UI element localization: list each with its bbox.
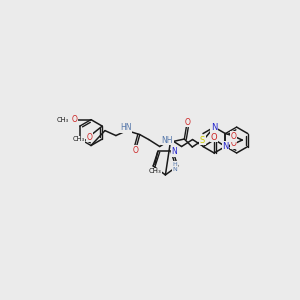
Text: CH₃: CH₃ (148, 168, 161, 174)
Text: N: N (171, 147, 177, 156)
Text: HN: HN (120, 123, 132, 132)
Text: N: N (222, 142, 229, 151)
Text: O: O (184, 118, 190, 127)
Text: O: O (230, 139, 236, 148)
Text: O: O (133, 146, 139, 155)
Text: H
N: H N (172, 161, 177, 172)
Text: S: S (200, 136, 205, 145)
Text: O: O (211, 133, 217, 142)
Text: O: O (230, 132, 236, 141)
Text: N: N (211, 123, 217, 132)
Text: CH₃: CH₃ (57, 117, 69, 123)
Text: NH: NH (162, 136, 173, 145)
Text: CH₃: CH₃ (72, 136, 84, 142)
Text: O: O (86, 133, 92, 142)
Text: O: O (71, 115, 77, 124)
